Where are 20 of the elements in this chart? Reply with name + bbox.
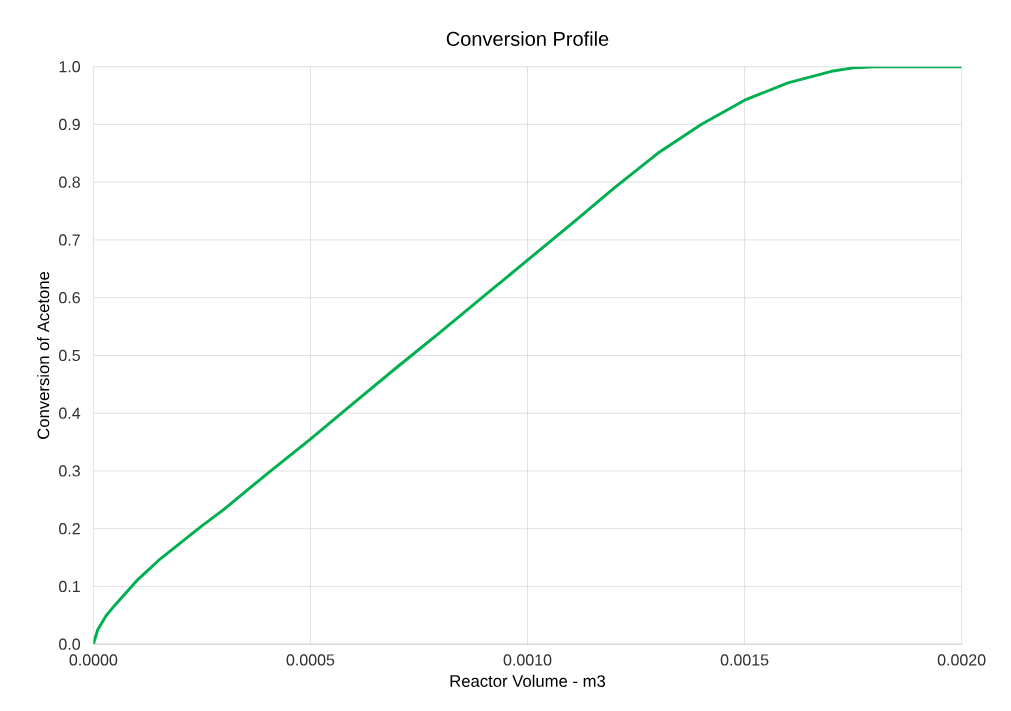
y-axis-title: Conversion of Acetone	[36, 271, 50, 439]
x-tick-label: 0.0015	[720, 654, 769, 666]
chart-title: Conversion Profile	[446, 31, 609, 47]
y-tick-label: 0.8	[59, 176, 80, 188]
x-tick-label: 0.0000	[69, 654, 118, 666]
y-tick-label: 0.6	[59, 292, 80, 304]
y-tick-label: 0.3	[59, 465, 80, 477]
y-tick-label: 0.9	[59, 118, 80, 131]
x-tick-label: 0.0010	[503, 654, 552, 666]
y-tick-label: 1.0	[59, 61, 81, 73]
x-axis-title: Reactor Volume - m3	[450, 674, 606, 688]
x-tick-label: 0.0005	[286, 654, 335, 666]
y-tick-label: 0.5	[59, 349, 80, 362]
y-tick-label: 0.4	[59, 407, 81, 419]
line-series	[93, 66, 962, 645]
x-tick-label: 0.0020	[937, 654, 986, 666]
y-tick-label: 0.0	[59, 638, 81, 650]
y-tick-label: 0.2	[59, 523, 80, 535]
y-tick-label: 0.7	[59, 234, 80, 246]
y-tick-label: 0.1	[59, 580, 80, 593]
